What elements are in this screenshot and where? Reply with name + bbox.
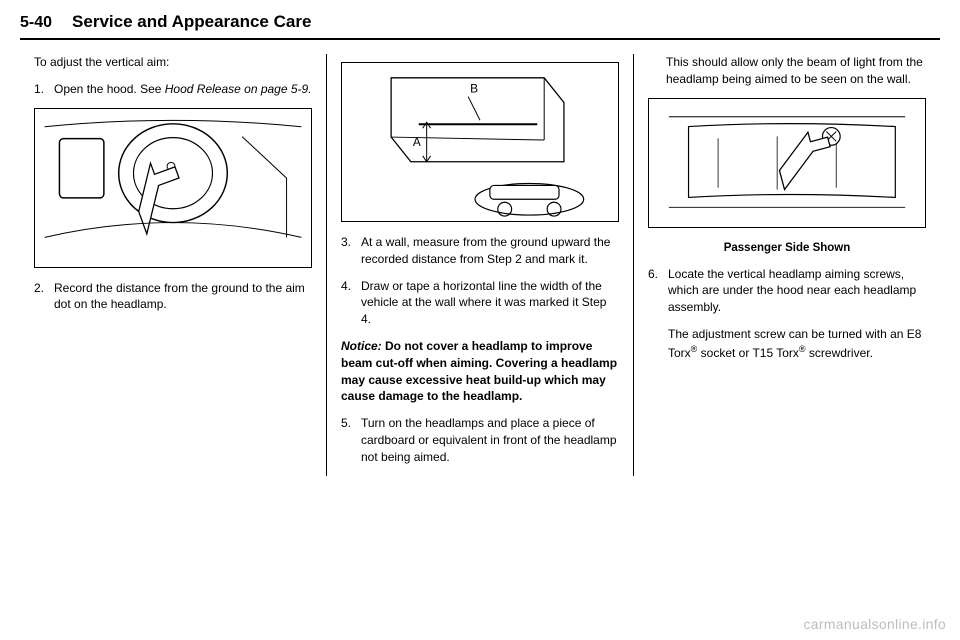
step-text: Locate the vertical headlamp aiming scre…	[668, 266, 926, 372]
column-1: To adjust the vertical aim: 1. Open the …	[20, 54, 326, 476]
watermark: carmanualsonline.info	[804, 616, 947, 632]
aiming-screw-illustration	[648, 98, 926, 228]
wall-measurement-illustration: B A	[341, 62, 619, 222]
step-6: 6. Locate the vertical headlamp aiming s…	[648, 266, 926, 372]
svg-text:A: A	[413, 135, 421, 149]
column-3: This should allow only the beam of light…	[633, 54, 940, 476]
illustration-caption: Passenger Side Shown	[648, 240, 926, 256]
step-number: 1.	[34, 81, 48, 98]
step-text: At a wall, measure from the ground upwar…	[361, 234, 619, 268]
content-columns: To adjust the vertical aim: 1. Open the …	[20, 54, 940, 476]
step-number: 3.	[341, 234, 355, 268]
svg-text:B: B	[470, 82, 478, 96]
column-2: B A 3. At a wall, measure from the groun…	[326, 54, 633, 476]
step-5: 5. Turn on the headlamps and place a pie…	[341, 415, 619, 465]
section-title: Service and Appearance Care	[72, 12, 311, 32]
step-number: 6.	[648, 266, 662, 372]
step-1: 1. Open the hood. See Hood Release on pa…	[34, 81, 312, 98]
step-text: Open the hood. See Hood Release on page …	[54, 81, 312, 98]
intro-text: To adjust the vertical aim:	[34, 54, 312, 71]
step-6-detail: The adjustment screw can be turned with …	[668, 326, 926, 362]
page-header: 5-40 Service and Appearance Care	[20, 12, 940, 40]
notice-paragraph: Notice: Do not cover a headlamp to impro…	[341, 338, 619, 405]
step-text: Record the distance from the ground to t…	[54, 280, 312, 314]
step-2: 2. Record the distance from the ground t…	[34, 280, 312, 314]
step-4: 4. Draw or tape a horizontal line the wi…	[341, 278, 619, 328]
step-number: 2.	[34, 280, 48, 314]
headlamp-aim-dot-illustration	[34, 108, 312, 268]
step-3: 3. At a wall, measure from the ground up…	[341, 234, 619, 268]
step-text: Turn on the headlamps and place a piece …	[361, 415, 619, 465]
page-number: 5-40	[20, 14, 52, 32]
continuation-text: This should allow only the beam of light…	[648, 54, 926, 88]
step-number: 4.	[341, 278, 355, 328]
step-number: 5.	[341, 415, 355, 465]
step-text: Draw or tape a horizontal line the width…	[361, 278, 619, 328]
